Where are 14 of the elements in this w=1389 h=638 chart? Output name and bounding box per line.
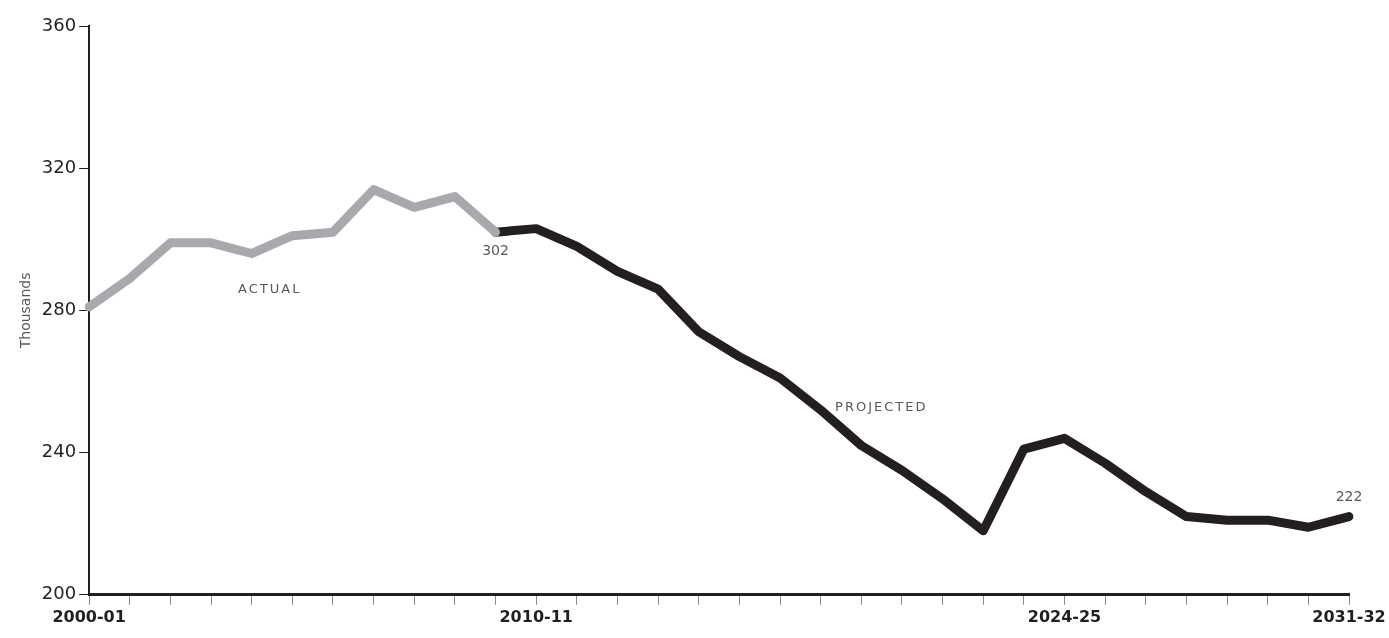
data-label: 302: [482, 241, 509, 258]
x-tick-label: 2000-01: [52, 606, 126, 626]
y-tick-label: 200: [41, 582, 77, 604]
y-tick-label: 320: [41, 155, 77, 177]
y-tick-label: 280: [41, 298, 77, 320]
text: ACTUAL: [238, 280, 302, 296]
y-tick-label: 360: [41, 13, 77, 35]
y-axis-title: Thousands: [17, 272, 34, 350]
x-tick-label: 2024-25: [1027, 606, 1102, 626]
data-label: 222: [1335, 488, 1363, 505]
x-tick-label: 2031-32: [1312, 606, 1386, 626]
series-label: PROJECTED: [835, 398, 928, 414]
y-tick-label: 240: [41, 440, 77, 462]
x-tick-label: 2010-11: [499, 606, 573, 626]
